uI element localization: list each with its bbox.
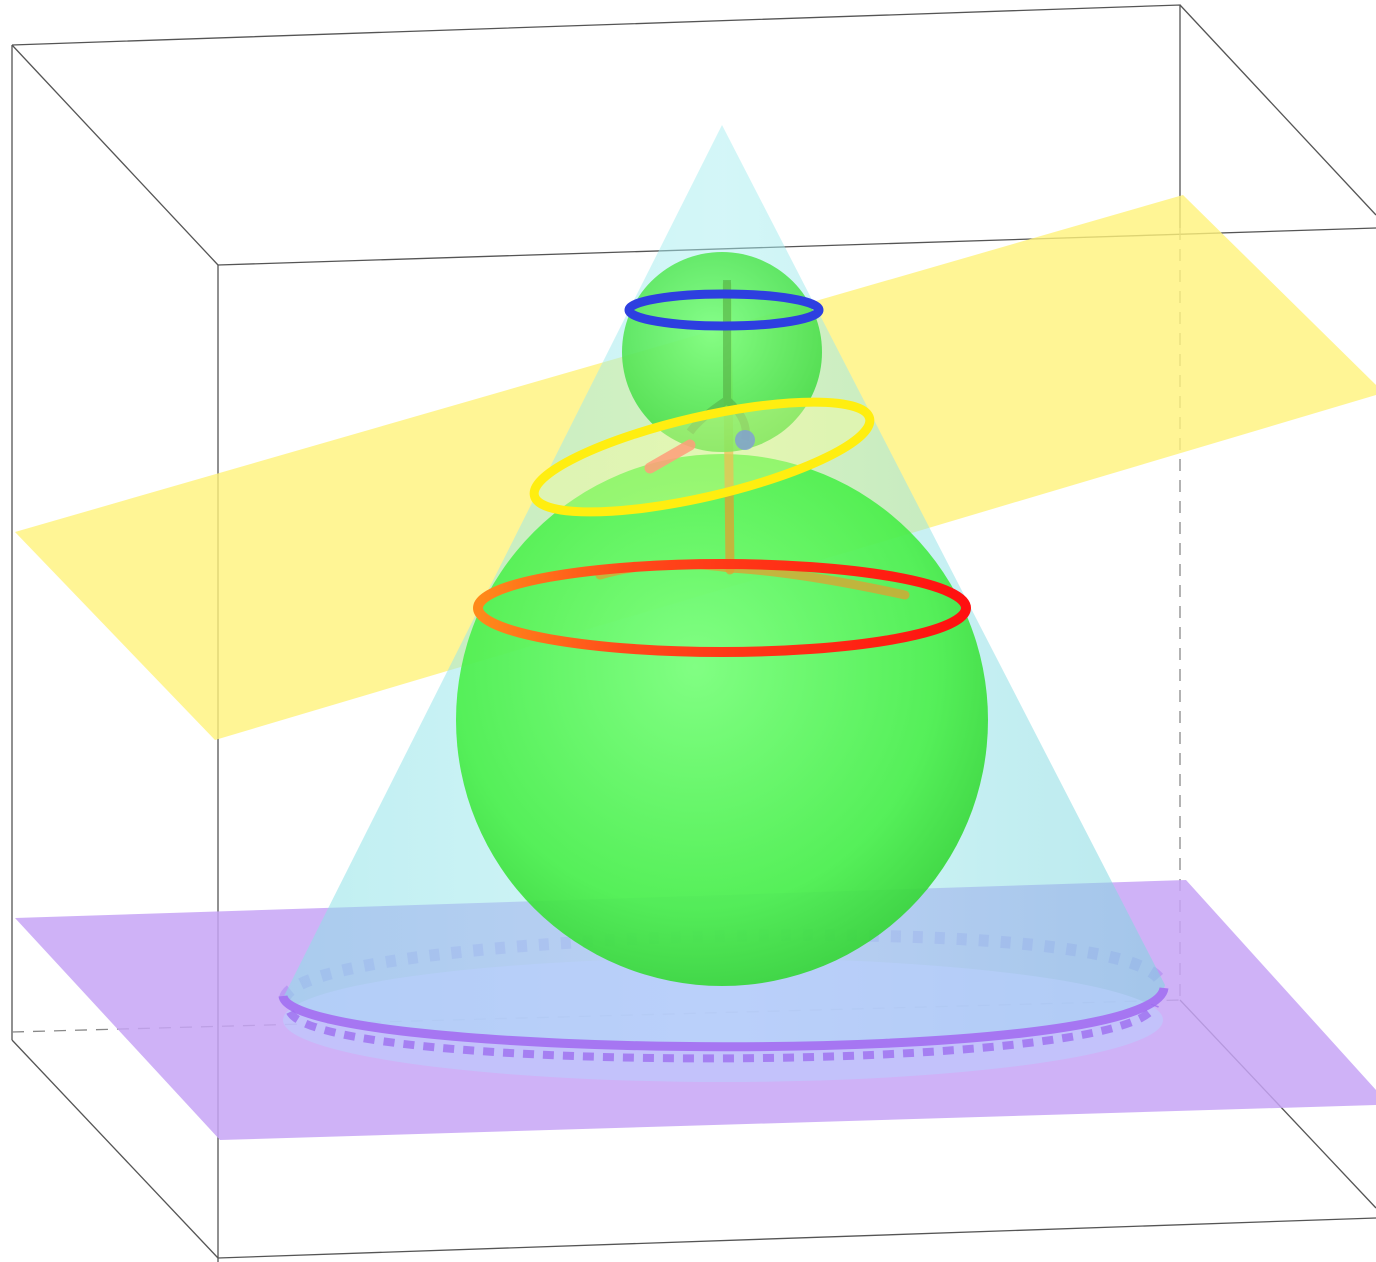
red-circle	[473, 559, 971, 657]
purple-base-circle	[278, 986, 1169, 1052]
large-sphere	[456, 454, 988, 986]
yellow-ellipse	[529, 397, 875, 517]
focus-point-red	[644, 439, 696, 474]
blue-circle	[624, 289, 824, 331]
focus-point-blue	[735, 430, 755, 450]
